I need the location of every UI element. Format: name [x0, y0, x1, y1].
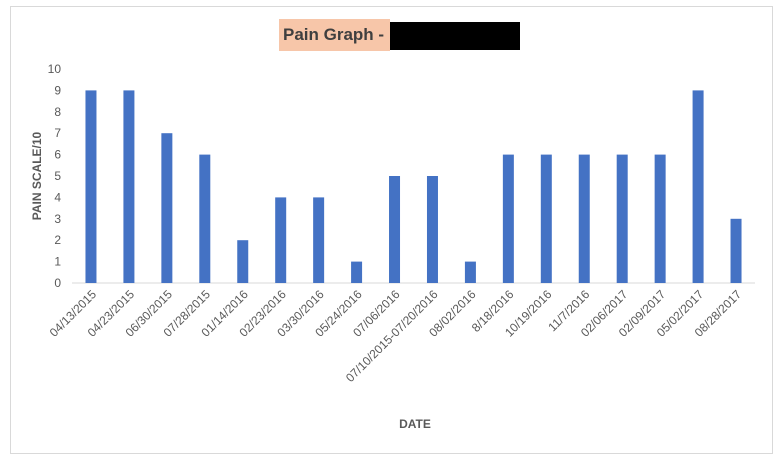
bar — [654, 154, 666, 283]
bar — [351, 261, 363, 283]
bar — [426, 176, 438, 283]
bar — [85, 90, 97, 284]
y-tick-label: 8 — [54, 105, 61, 119]
y-tick-label: 5 — [54, 169, 61, 183]
title-redaction-block — [390, 22, 521, 50]
bar — [540, 154, 552, 283]
bar — [161, 133, 173, 283]
bar — [389, 176, 401, 283]
y-tick-label: 6 — [54, 148, 61, 162]
chart-title-box: Pain Graph - — [279, 19, 521, 51]
bar — [692, 90, 704, 284]
y-tick-label: 1 — [54, 255, 61, 269]
y-tick-label: 4 — [54, 190, 61, 204]
bar — [578, 154, 590, 283]
y-tick-label: 10 — [48, 62, 62, 76]
y-axis-title: PAIN SCALE/10 — [30, 131, 44, 220]
bars — [85, 90, 742, 284]
bar — [275, 197, 287, 283]
bar — [199, 154, 211, 283]
y-tick-label: 9 — [54, 83, 61, 97]
x-axis-title: DATE — [399, 417, 431, 431]
bar — [313, 197, 325, 283]
bar — [237, 240, 249, 283]
y-axis-ticks: 0 1 2 3 4 5 6 7 8 9 10 — [48, 62, 62, 290]
bar — [502, 154, 514, 283]
bar — [464, 261, 476, 283]
x-axis-ticks: 04/13/201504/23/201506/30/201507/28/2015… — [47, 287, 745, 385]
y-tick-label: 2 — [54, 233, 61, 247]
bar — [730, 218, 742, 283]
bar — [616, 154, 628, 283]
y-tick-label: 3 — [54, 212, 61, 226]
y-tick-label: 0 — [54, 276, 61, 290]
bar — [123, 90, 135, 284]
chart-title: Pain Graph - — [279, 19, 391, 51]
y-tick-label: 7 — [54, 126, 61, 140]
